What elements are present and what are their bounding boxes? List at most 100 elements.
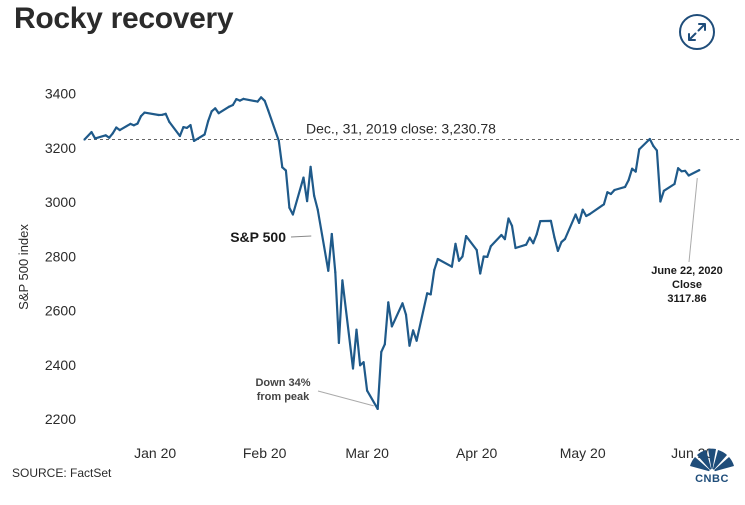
chart-title: Rocky recovery bbox=[14, 2, 234, 35]
series-point bbox=[334, 271, 337, 274]
series-point bbox=[465, 235, 468, 238]
series-point bbox=[309, 165, 312, 168]
series-point bbox=[355, 328, 358, 331]
y-tick-label: 3000 bbox=[45, 194, 76, 210]
expand-button[interactable] bbox=[679, 14, 715, 50]
series-point bbox=[330, 232, 333, 236]
y-tick-label: 3200 bbox=[45, 140, 76, 156]
series-point bbox=[585, 214, 588, 218]
x-tick-label: Apr 20 bbox=[456, 445, 497, 461]
last-annotation-line3: 3117.86 bbox=[667, 293, 706, 305]
series-point bbox=[380, 350, 383, 353]
series-point bbox=[429, 293, 432, 296]
series-point bbox=[677, 167, 680, 170]
series-point bbox=[242, 97, 245, 100]
series-point bbox=[108, 136, 111, 139]
series-point bbox=[687, 174, 690, 177]
series-point bbox=[351, 367, 355, 370]
series-point bbox=[549, 219, 553, 222]
series-point bbox=[104, 134, 107, 137]
series-point bbox=[631, 167, 634, 170]
series-point bbox=[479, 272, 482, 275]
series-point bbox=[115, 126, 118, 129]
series-point bbox=[560, 240, 563, 244]
series-point bbox=[337, 341, 340, 344]
series-point bbox=[680, 170, 683, 173]
series-point bbox=[624, 185, 627, 188]
x-tick-label: May 20 bbox=[560, 445, 606, 461]
series-point bbox=[235, 98, 238, 101]
series-point bbox=[164, 112, 167, 115]
series-point bbox=[327, 269, 330, 272]
series-point bbox=[192, 139, 196, 142]
series-point bbox=[486, 255, 489, 258]
series-point bbox=[408, 344, 411, 347]
last-annotation-line2: Close bbox=[672, 279, 702, 291]
series-point bbox=[136, 122, 139, 125]
series-point bbox=[111, 132, 114, 135]
last-annotation-leader bbox=[688, 178, 698, 263]
series-point bbox=[606, 191, 609, 194]
series-point bbox=[83, 138, 86, 141]
series-point bbox=[359, 364, 362, 367]
series-point bbox=[510, 224, 514, 227]
series-point bbox=[500, 233, 503, 237]
trough-annotation-leader bbox=[317, 390, 374, 407]
series-point bbox=[143, 111, 146, 114]
expand-arrows-icon bbox=[688, 23, 706, 41]
series-point bbox=[139, 115, 143, 118]
series-point bbox=[207, 120, 210, 123]
series-point bbox=[390, 325, 393, 328]
series-point bbox=[415, 339, 418, 342]
series-point bbox=[489, 245, 492, 248]
series-point bbox=[662, 189, 666, 192]
series-point bbox=[638, 148, 641, 151]
series-point bbox=[277, 139, 280, 142]
y-tick-label: 2600 bbox=[45, 303, 76, 319]
series-point bbox=[698, 169, 701, 172]
series-point bbox=[185, 126, 188, 129]
series-point bbox=[613, 188, 616, 192]
y-tick-label: 3400 bbox=[45, 86, 76, 102]
series-point bbox=[214, 107, 217, 110]
series-point bbox=[231, 103, 234, 107]
series-point bbox=[673, 182, 676, 186]
series-point bbox=[503, 238, 506, 241]
series-point bbox=[648, 137, 651, 141]
series-point bbox=[263, 99, 266, 102]
series-point bbox=[316, 208, 319, 211]
series-point bbox=[454, 242, 457, 245]
y-axis-label: S&P 500 index bbox=[16, 224, 31, 310]
series-point bbox=[267, 109, 270, 112]
cnbc-peacock-icon bbox=[690, 448, 734, 475]
last-annotation-line1: June 22, 2020 bbox=[651, 265, 723, 277]
series-point bbox=[362, 361, 365, 364]
series-point bbox=[238, 99, 241, 102]
series-point bbox=[306, 200, 309, 203]
series-point bbox=[256, 100, 259, 103]
series-point bbox=[189, 124, 192, 127]
cnbc-logo-text: CNBC bbox=[695, 473, 729, 485]
series-point bbox=[210, 110, 213, 113]
y-axis: 2200 2400 2600 2800 3000 3200 3400 bbox=[45, 86, 76, 427]
series-point bbox=[450, 265, 453, 268]
series-point bbox=[655, 149, 659, 152]
series-point bbox=[684, 169, 687, 172]
series-point bbox=[168, 120, 171, 123]
series-point bbox=[313, 194, 316, 197]
series-point bbox=[90, 131, 93, 134]
series-point bbox=[507, 217, 510, 220]
series-point bbox=[634, 170, 637, 173]
series-point bbox=[281, 166, 284, 169]
series-label-leader bbox=[290, 235, 312, 238]
series-point bbox=[659, 200, 662, 203]
series-point bbox=[161, 113, 164, 116]
series-point bbox=[574, 213, 577, 216]
series-point bbox=[260, 96, 263, 99]
series-point bbox=[457, 259, 461, 262]
series-point bbox=[118, 129, 121, 132]
series-point bbox=[433, 268, 436, 271]
series-point bbox=[341, 279, 344, 282]
series-point bbox=[525, 243, 528, 246]
